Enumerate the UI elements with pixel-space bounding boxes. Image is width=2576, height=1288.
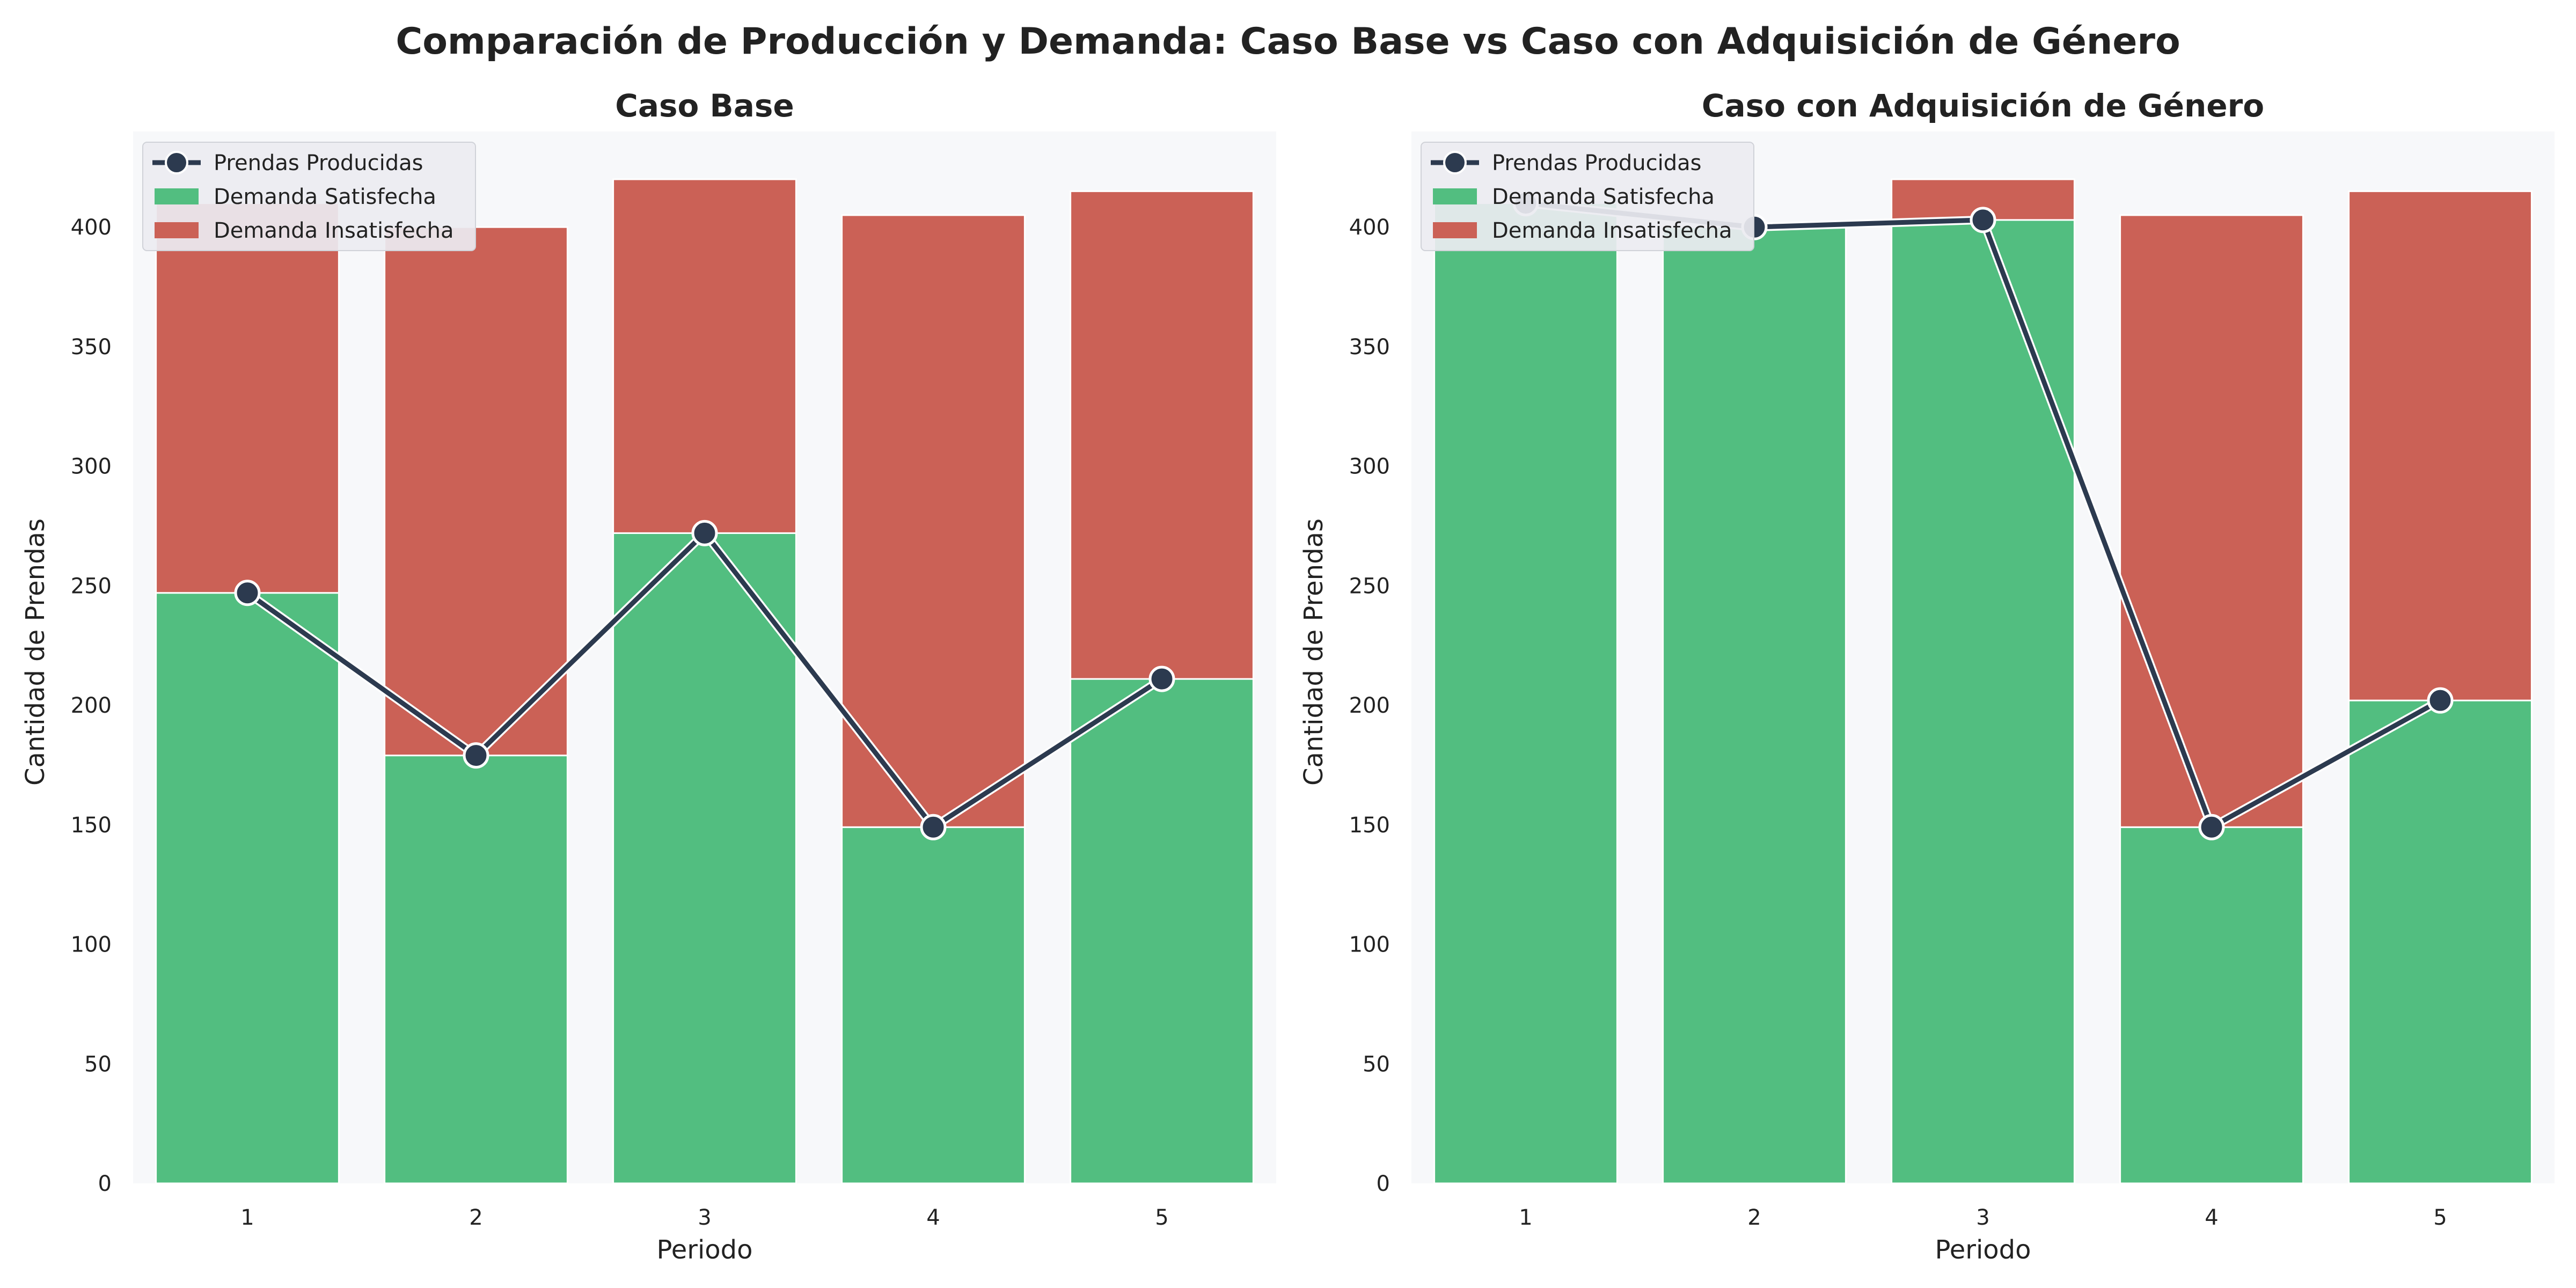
x-tick-label: 3 xyxy=(698,1205,711,1230)
y-tick-label: 0 xyxy=(98,1172,112,1196)
y-tick-label: 150 xyxy=(1349,813,1390,838)
y-tick-label: 350 xyxy=(1349,335,1390,360)
x-tick-label: 1 xyxy=(240,1205,254,1230)
bar-demanda-satisfecha-1 xyxy=(155,592,340,1184)
bar-demanda-satisfecha-3 xyxy=(1891,219,2075,1184)
bar-demanda-satisfecha-2 xyxy=(1662,226,1847,1184)
bar-demanda-satisfecha-4 xyxy=(841,826,1026,1184)
y-tick-label: 50 xyxy=(1363,1052,1390,1077)
y-tick-label: 100 xyxy=(1349,933,1390,957)
bar-demanda-satisfecha-3 xyxy=(612,532,797,1184)
x-axis-label: Periodo xyxy=(656,1235,752,1265)
bar-demanda-satisfecha-2 xyxy=(384,755,568,1184)
bar-demanda-satisfecha-5 xyxy=(1070,678,1254,1184)
x-tick-label: 3 xyxy=(1976,1205,1989,1230)
legend: Prendas Producidas Demanda Satisfecha Dema… xyxy=(142,142,476,251)
point-prendas-producidas-4 xyxy=(2198,814,2225,840)
legend-label: Demanda Satisfecha xyxy=(1492,185,1715,209)
legend-label: Prendas Producidas xyxy=(214,151,423,175)
x-tick-label: 2 xyxy=(469,1205,482,1230)
y-tick-label: 250 xyxy=(1349,574,1390,598)
legend-marker-swatch xyxy=(1443,151,1467,174)
point-prendas-producidas-3 xyxy=(1970,207,1996,233)
legend-bar-swatch xyxy=(155,188,199,204)
chart-panel-caso-adquisicion: 0 50 100 150 200 250 300 350 400 1 2 3 4 5 Caso con Ad… xyxy=(1299,87,2555,1265)
y-tick-label: 300 xyxy=(1349,455,1390,479)
legend-box xyxy=(1421,142,1754,251)
point-prendas-producidas-5 xyxy=(2427,687,2454,714)
point-prendas-producidas-2 xyxy=(463,742,489,769)
y-tick-label: 350 xyxy=(71,335,112,360)
y-axis-label: Cantidad de Prendas xyxy=(1299,518,1329,786)
y-axis-label: Cantidad de Prendas xyxy=(20,518,50,786)
bar-demanda-insatisfecha-1 xyxy=(155,202,340,594)
legend: Prendas Producidas Demanda Satisfecha Dema… xyxy=(1421,142,1754,251)
chart-title: Caso con Adquisición de Género xyxy=(1702,87,2264,124)
bar-demanda-insatisfecha-4 xyxy=(2119,214,2304,828)
x-tick-label: 4 xyxy=(2205,1205,2218,1230)
bar-demanda-insatisfecha-2 xyxy=(384,226,568,757)
y-tick-label: 300 xyxy=(71,455,112,479)
bar-demanda-satisfecha-5 xyxy=(2348,699,2533,1184)
y-tick-label: 200 xyxy=(71,693,112,718)
point-prendas-producidas-3 xyxy=(691,519,718,546)
point-prendas-producidas-4 xyxy=(920,814,947,840)
legend-bar-swatch xyxy=(1433,188,1477,204)
x-tick-label: 5 xyxy=(2433,1205,2447,1230)
x-axis-label: Periodo xyxy=(1935,1235,2031,1265)
chart-title: Caso Base xyxy=(615,87,794,124)
chart-panel-caso-base: 0 50 100 150 200 250 300 350 400 1 2 3 4 5 Caso Base Pe… xyxy=(20,87,1276,1265)
y-tick-label: 50 xyxy=(84,1052,112,1077)
bar-demanda-satisfecha-4 xyxy=(2119,826,2304,1184)
y-tick-label: 0 xyxy=(1377,1172,1390,1196)
x-tick-label: 1 xyxy=(1519,1205,1532,1230)
legend-box xyxy=(142,142,476,251)
y-tick-label: 400 xyxy=(1349,215,1390,240)
x-tick-label: 4 xyxy=(926,1205,940,1230)
legend-label: Demanda Insatisfecha xyxy=(1492,218,1732,243)
bar-demanda-satisfecha-1 xyxy=(1433,202,1618,1184)
legend-label: Demanda Insatisfecha xyxy=(214,218,454,243)
bar-demanda-insatisfecha-3 xyxy=(612,178,797,534)
y-tick-label: 250 xyxy=(71,574,112,598)
figure-title: Comparación de Producción y Demanda: Cas… xyxy=(396,20,2180,63)
y-tick-label: 100 xyxy=(71,933,112,957)
legend-bar-swatch xyxy=(155,222,199,238)
x-tick-label: 2 xyxy=(1747,1205,1761,1230)
bar-demanda-insatisfecha-5 xyxy=(1070,190,1254,680)
point-prendas-producidas-5 xyxy=(1148,665,1175,692)
y-tick-label: 200 xyxy=(1349,693,1390,718)
legend-marker-swatch xyxy=(165,151,188,174)
legend-bar-swatch xyxy=(1433,222,1477,238)
y-tick-label: 400 xyxy=(71,215,112,240)
bar-demanda-insatisfecha-5 xyxy=(2348,190,2533,701)
point-prendas-producidas-1 xyxy=(234,580,261,606)
legend-label: Demanda Satisfecha xyxy=(214,185,436,209)
bar-demanda-insatisfecha-4 xyxy=(841,214,1026,828)
x-tick-label: 5 xyxy=(1155,1205,1168,1230)
legend-label: Prendas Producidas xyxy=(1492,151,1701,175)
y-tick-label: 150 xyxy=(71,813,112,838)
